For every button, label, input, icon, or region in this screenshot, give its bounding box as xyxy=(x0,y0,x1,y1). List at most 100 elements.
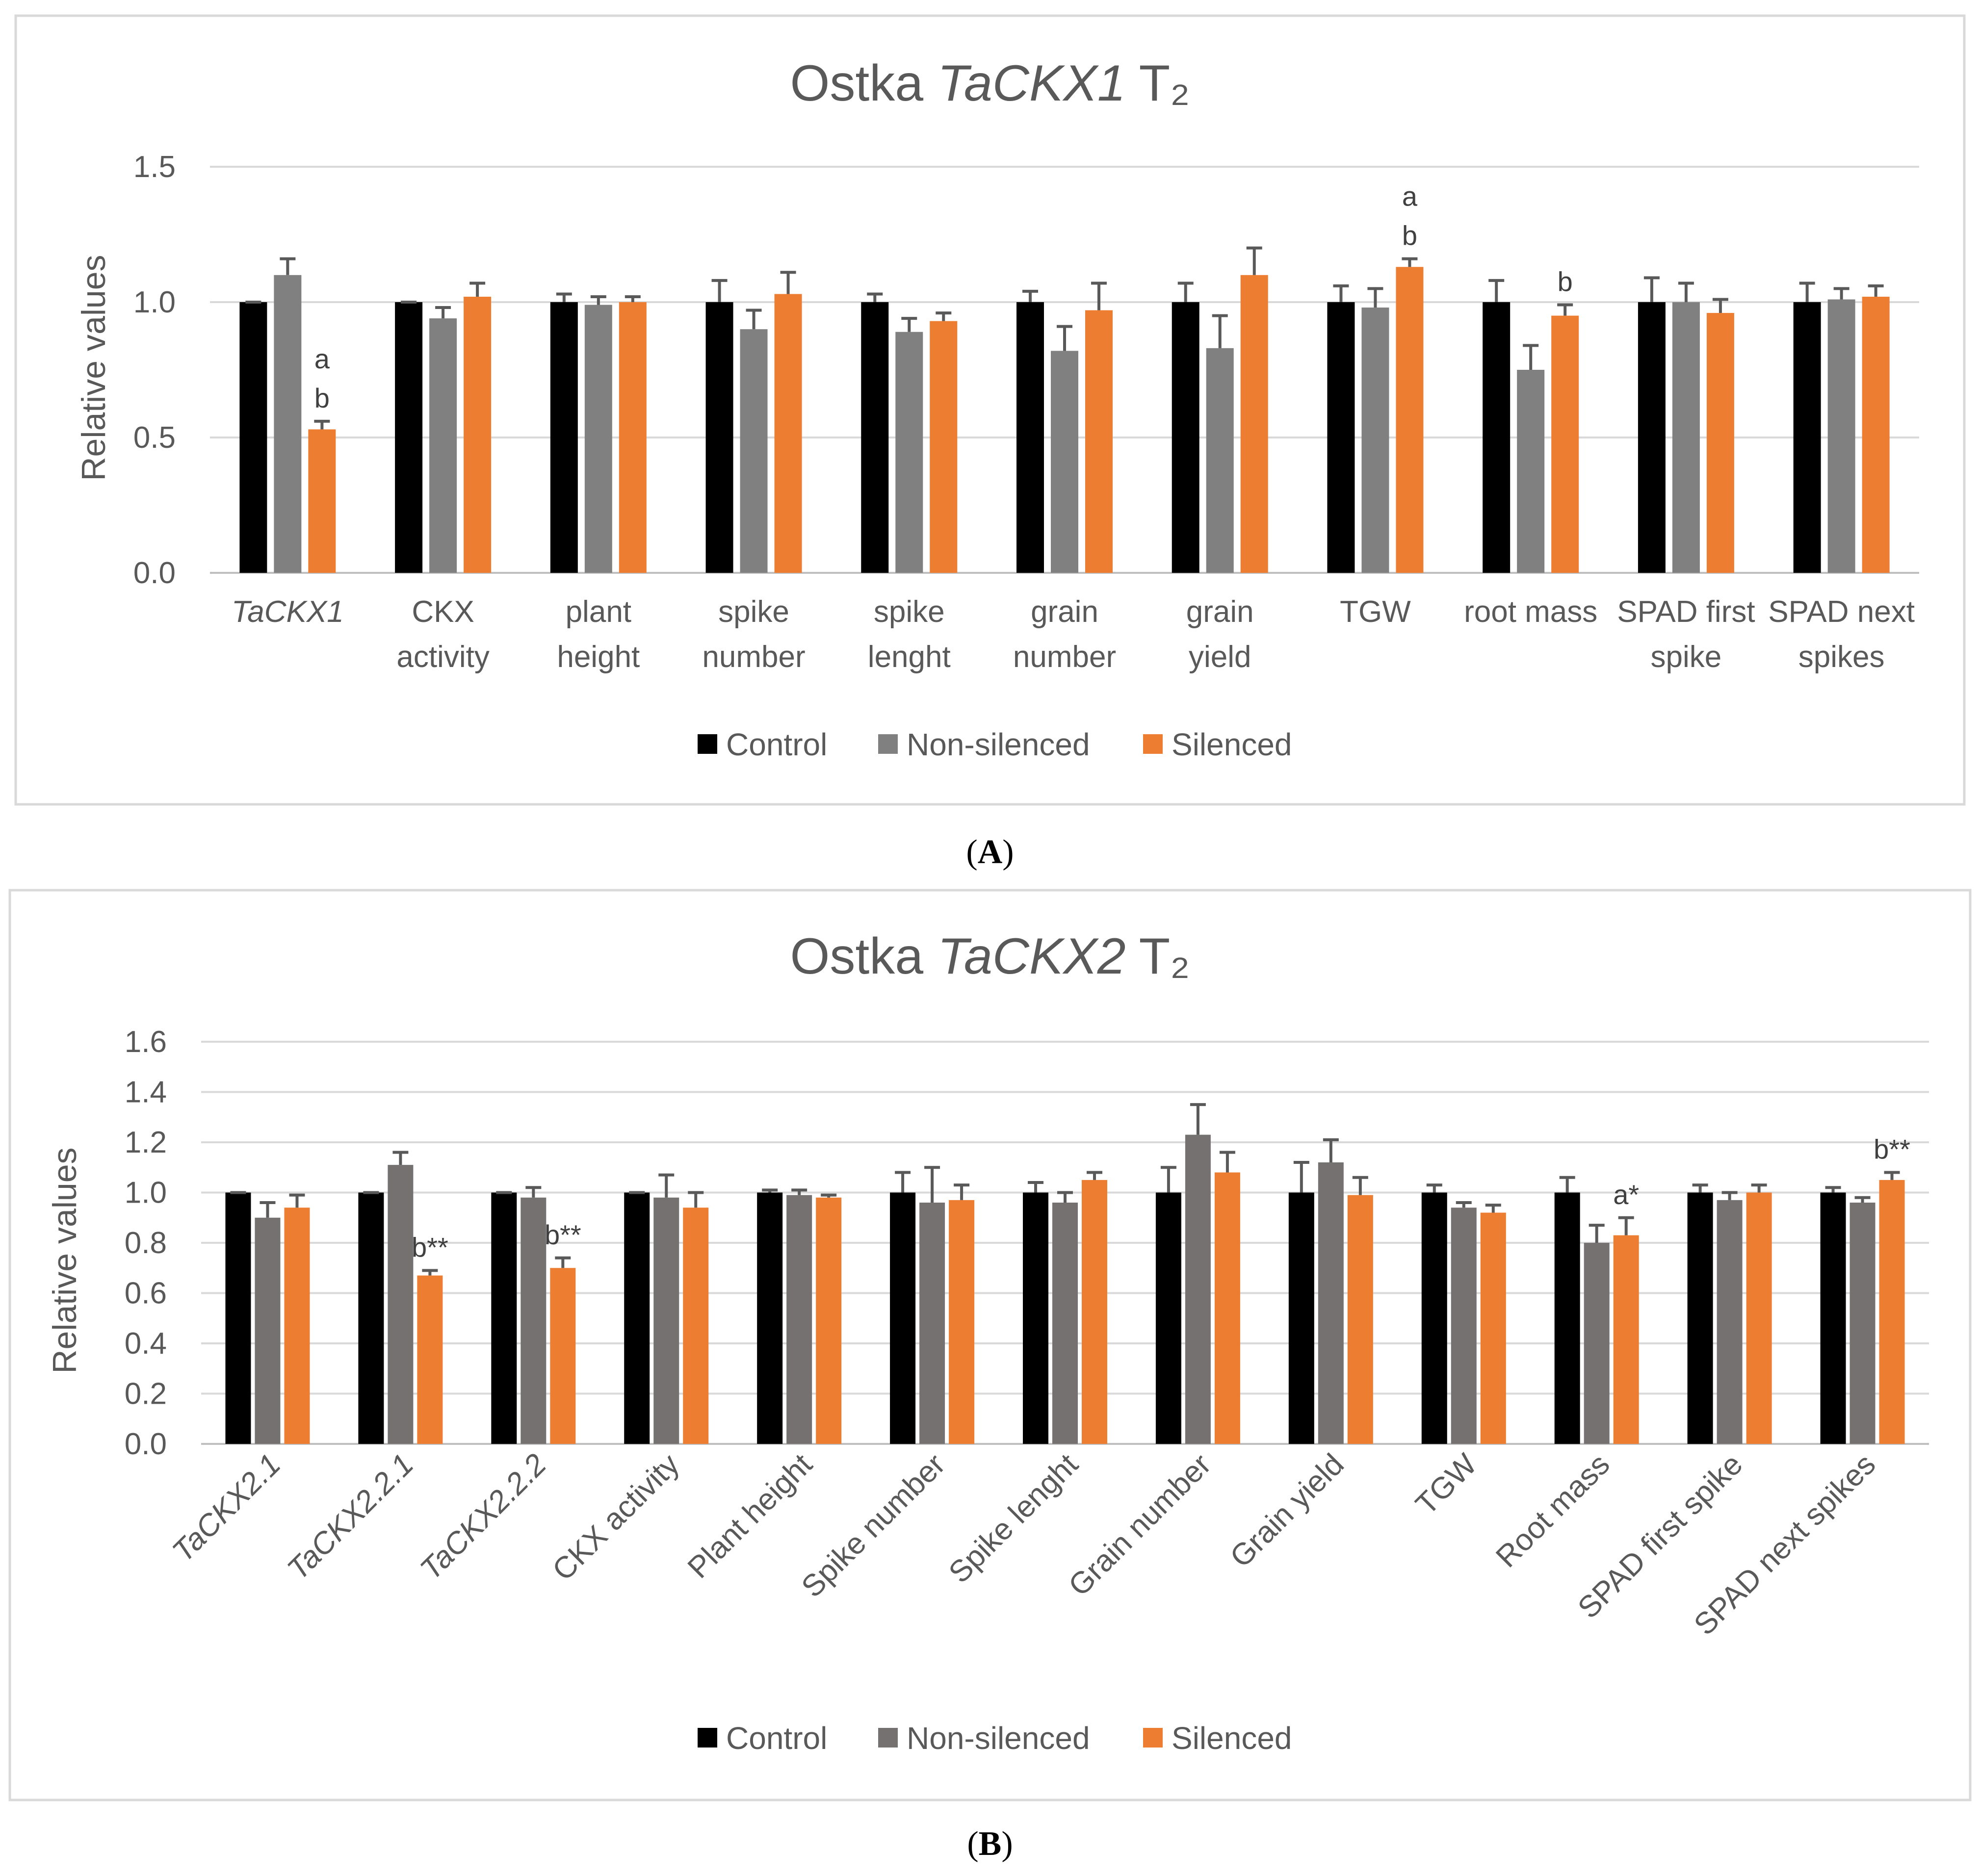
legend-label-non-silenced: Non-silenced xyxy=(907,727,1090,762)
bar-silenced xyxy=(1085,310,1113,573)
bar-control xyxy=(1016,302,1044,573)
bar-control xyxy=(861,302,889,573)
bar-control xyxy=(1793,302,1821,573)
bar-non-silenced xyxy=(740,329,768,573)
bar-non-silenced xyxy=(653,1197,679,1444)
bar-non-silenced xyxy=(584,305,612,573)
legend-swatch-control xyxy=(698,734,717,754)
legend-swatch-control xyxy=(698,1728,717,1748)
x-category-label: spikes xyxy=(1798,640,1885,674)
bar-silenced xyxy=(464,296,492,573)
bar-silenced xyxy=(1347,1195,1373,1444)
panel-b-chart: Ostka TaCKX2 T₂ Relative values 0.0 0.2 0.… xyxy=(8,889,1972,1801)
bar-control xyxy=(1023,1192,1048,1444)
bar-silenced xyxy=(1613,1235,1639,1444)
panel-a-title-part: Ostka xyxy=(790,55,938,112)
bar-silenced xyxy=(1214,1172,1240,1444)
panel-b-letter: B xyxy=(979,1825,1002,1863)
bar-non-silenced xyxy=(1672,302,1700,573)
x-category-label: plant xyxy=(566,595,631,629)
panel-a-y-axis-label: Relative values xyxy=(75,255,112,481)
y-tick-label: 0.4 xyxy=(125,1327,167,1361)
y-tick-label: 0.2 xyxy=(125,1377,167,1411)
legend-swatch-non-silenced xyxy=(878,734,898,754)
panel-a-title-part: T₂ xyxy=(1126,55,1190,112)
panel-a-title-part: TaCKX1 xyxy=(938,55,1126,112)
bar-control xyxy=(1155,1192,1181,1444)
significance-annotation: b xyxy=(1402,220,1417,251)
significance-annotation: b** xyxy=(1874,1134,1910,1165)
legend-label-control: Control xyxy=(726,727,827,762)
legend-label-control: Control xyxy=(726,1721,827,1756)
panel-b-y-axis-label: Relative values xyxy=(46,1147,83,1373)
bar-non-silenced xyxy=(1051,351,1078,573)
x-category-label: CKX xyxy=(412,595,474,629)
bar-silenced xyxy=(417,1275,443,1444)
bar-control xyxy=(1421,1192,1447,1444)
significance-annotation: a* xyxy=(1613,1179,1639,1210)
significance-annotation: a xyxy=(1402,181,1418,212)
bar-control xyxy=(1687,1192,1713,1444)
y-tick-label: 0.5 xyxy=(133,421,176,455)
bar-silenced xyxy=(816,1197,842,1444)
bar-non-silenced xyxy=(1361,308,1389,573)
bar-non-silenced xyxy=(429,318,457,573)
y-tick-label: 0.6 xyxy=(125,1277,167,1311)
panel-b-title-part: T₂ xyxy=(1126,928,1190,985)
bar-silenced xyxy=(949,1200,975,1444)
x-category-label: SPAD next xyxy=(1768,595,1915,629)
legend-swatch-silenced xyxy=(1143,734,1163,754)
bar-silenced xyxy=(930,321,958,573)
significance-annotation: b** xyxy=(412,1232,448,1262)
y-tick-label: 0.0 xyxy=(133,556,176,590)
bar-control xyxy=(395,302,423,573)
panel-a-title: Ostka TaCKX1 T₂ xyxy=(790,55,1190,112)
x-category-label: SPAD first xyxy=(1617,595,1755,629)
y-tick-label: 1.2 xyxy=(125,1126,167,1159)
panel-a-letter: A xyxy=(978,833,1003,871)
panel-a-label: (A) xyxy=(966,833,1014,871)
bar-control xyxy=(1483,302,1511,573)
x-category-label: grain xyxy=(1186,595,1254,629)
bar-control xyxy=(1820,1192,1846,1444)
x-category-label: lenght xyxy=(868,640,951,674)
x-category-label: spike xyxy=(1651,640,1722,674)
x-category-label: yield xyxy=(1189,640,1251,674)
y-tick-label: 1.5 xyxy=(133,150,176,184)
bar-non-silenced xyxy=(1185,1134,1211,1444)
legend-label-silenced: Silenced xyxy=(1172,1721,1292,1756)
bar-non-silenced xyxy=(255,1217,281,1444)
bar-control xyxy=(491,1192,517,1444)
y-tick-label: 1.0 xyxy=(125,1176,167,1210)
bar-control xyxy=(1288,1192,1314,1444)
y-tick-label: 1.6 xyxy=(125,1025,167,1059)
bar-control xyxy=(890,1192,916,1444)
bar-silenced xyxy=(1551,315,1579,573)
bar-non-silenced xyxy=(1517,370,1545,573)
x-category-label: root mass xyxy=(1464,595,1597,629)
bar-silenced xyxy=(308,429,336,573)
bar-control xyxy=(757,1192,783,1444)
legend-label-non-silenced: Non-silenced xyxy=(907,1721,1090,1756)
panel-b-title-part: Ostka xyxy=(790,928,938,985)
bar-non-silenced xyxy=(274,275,302,573)
bar-non-silenced xyxy=(388,1165,414,1444)
significance-annotation: a xyxy=(314,343,330,374)
bar-silenced xyxy=(1082,1180,1107,1444)
legend-swatch-non-silenced xyxy=(878,1728,898,1748)
x-category-label: height xyxy=(557,640,640,674)
bar-control xyxy=(1327,302,1355,573)
bar-control xyxy=(624,1192,650,1444)
bar-silenced xyxy=(1480,1212,1506,1444)
panel-a-legend: Control Non-silenced Silenced xyxy=(698,727,1292,762)
panel-a-plot-area: 0.0 0.5 1.0 1.5 TaCKX1 CKX activity plant height… xyxy=(133,150,1919,674)
bar-silenced xyxy=(774,294,802,573)
bar-non-silenced xyxy=(919,1203,945,1444)
bar-silenced xyxy=(284,1208,310,1444)
x-category-label: number xyxy=(1013,640,1116,674)
x-category-label: spike xyxy=(874,595,945,629)
legend-swatch-silenced xyxy=(1143,1728,1163,1748)
y-tick-label: 1.4 xyxy=(125,1076,167,1109)
bar-control xyxy=(239,302,267,573)
